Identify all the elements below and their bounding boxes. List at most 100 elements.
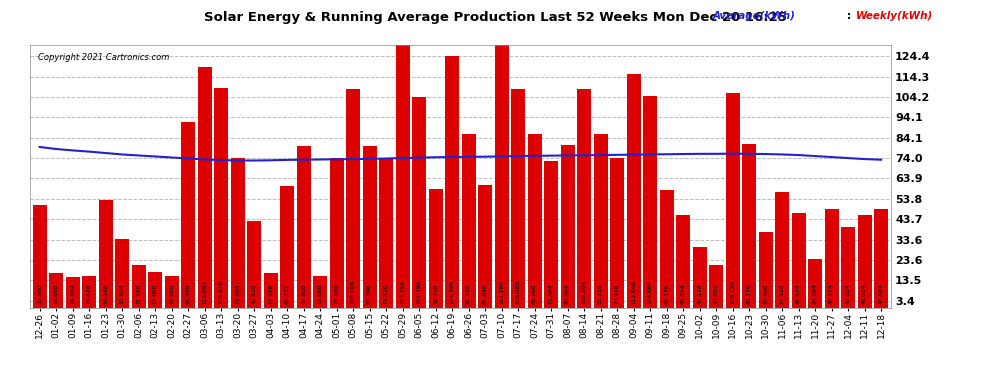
Bar — [495, 0, 509, 308]
Bar — [148, 272, 162, 308]
Text: Solar Energy & Running Average Production Last 52 Weeks Mon Dec 20 16:25: Solar Energy & Running Average Productio… — [204, 11, 786, 24]
Text: 53.168: 53.168 — [103, 284, 108, 304]
Text: 46.024: 46.024 — [862, 284, 867, 304]
Bar — [528, 134, 542, 308]
Text: 108.616: 108.616 — [219, 280, 224, 304]
Text: 15.828: 15.828 — [86, 284, 92, 304]
Bar — [99, 200, 113, 308]
Text: 30.128: 30.128 — [697, 284, 702, 304]
Bar — [874, 209, 888, 308]
Text: 85.860: 85.860 — [532, 284, 538, 304]
Bar — [726, 93, 740, 308]
Bar — [214, 88, 228, 308]
Bar — [775, 192, 789, 308]
Bar — [693, 247, 707, 308]
Text: 124.396: 124.396 — [449, 280, 454, 304]
Bar — [676, 214, 690, 308]
Text: 108.088: 108.088 — [516, 280, 521, 304]
Bar — [709, 266, 723, 308]
Text: 21.180: 21.180 — [136, 284, 142, 304]
Bar — [478, 184, 492, 308]
Text: 48.624: 48.624 — [829, 284, 835, 304]
Text: 73.916: 73.916 — [615, 284, 620, 304]
Text: 57.120: 57.120 — [779, 284, 785, 304]
Bar — [231, 158, 245, 308]
Bar — [33, 204, 47, 308]
Bar — [825, 209, 839, 308]
Bar — [297, 146, 311, 308]
Bar — [132, 265, 146, 308]
Bar — [280, 186, 294, 308]
Text: 79.808: 79.808 — [301, 284, 306, 304]
Bar — [446, 56, 459, 308]
Bar — [263, 273, 277, 308]
Text: 58.176: 58.176 — [664, 284, 669, 304]
Text: 58.708: 58.708 — [433, 284, 439, 304]
Text: 20.892: 20.892 — [714, 284, 719, 304]
Text: 115.646: 115.646 — [631, 280, 637, 304]
Text: 17.168: 17.168 — [268, 284, 273, 304]
Text: 161.280: 161.280 — [499, 280, 504, 304]
Bar — [644, 96, 657, 308]
Bar — [857, 214, 871, 308]
Bar — [82, 276, 96, 308]
Bar — [248, 221, 261, 308]
Bar — [461, 134, 475, 308]
Text: 48.624: 48.624 — [878, 284, 884, 304]
Text: 46.024: 46.024 — [680, 284, 686, 304]
Bar — [511, 89, 525, 308]
Text: 108.204: 108.204 — [581, 280, 587, 304]
Text: 73.880: 73.880 — [334, 284, 340, 304]
Text: Weekly(kWh): Weekly(kWh) — [856, 11, 934, 21]
Bar — [181, 122, 195, 308]
Text: 40.024: 40.024 — [845, 284, 850, 304]
Text: 108.108: 108.108 — [350, 280, 355, 304]
Text: 15.680: 15.680 — [318, 284, 323, 304]
Text: 153.256: 153.256 — [400, 280, 405, 304]
Text: 50.980: 50.980 — [37, 284, 43, 304]
Text: 85.936: 85.936 — [466, 284, 471, 304]
Text: 80.664: 80.664 — [565, 284, 570, 304]
Text: 104.396: 104.396 — [417, 280, 422, 304]
Bar — [758, 232, 772, 308]
Bar — [842, 227, 855, 308]
Text: 33.804: 33.804 — [120, 284, 125, 304]
Text: 42.820: 42.820 — [251, 284, 256, 304]
Text: 80.096: 80.096 — [367, 284, 372, 304]
Text: 16.868: 16.868 — [53, 284, 58, 304]
Bar — [330, 158, 344, 308]
Bar — [577, 89, 591, 308]
Bar — [65, 278, 79, 308]
Bar — [742, 144, 756, 308]
Text: 17.600: 17.600 — [152, 284, 157, 304]
Text: :: : — [846, 11, 850, 21]
Text: Average(kWh): Average(kWh) — [713, 11, 796, 21]
Bar — [346, 89, 360, 308]
Bar — [313, 276, 327, 308]
Text: 73.864: 73.864 — [235, 284, 241, 304]
Bar — [560, 145, 574, 308]
Bar — [412, 97, 426, 308]
Bar — [544, 161, 558, 308]
Bar — [429, 189, 443, 308]
Text: 15.600: 15.600 — [169, 284, 174, 304]
Bar — [362, 146, 376, 308]
Text: 104.664: 104.664 — [647, 280, 652, 304]
Text: 73.520: 73.520 — [383, 284, 389, 304]
Bar — [627, 74, 641, 308]
Text: 46.824: 46.824 — [796, 284, 801, 304]
Text: 119.092: 119.092 — [202, 280, 207, 304]
Bar — [808, 259, 822, 308]
Text: 24.084: 24.084 — [813, 284, 818, 304]
Text: 85.816: 85.816 — [598, 284, 603, 304]
Bar — [792, 213, 806, 308]
Bar — [594, 134, 608, 308]
Bar — [198, 67, 212, 308]
Bar — [164, 276, 178, 308]
Bar — [379, 159, 393, 308]
Text: 60.840: 60.840 — [482, 284, 488, 304]
Text: 37.460: 37.460 — [763, 284, 768, 304]
Bar — [610, 158, 624, 308]
Text: 60.332: 60.332 — [284, 284, 290, 304]
Bar — [50, 273, 63, 308]
